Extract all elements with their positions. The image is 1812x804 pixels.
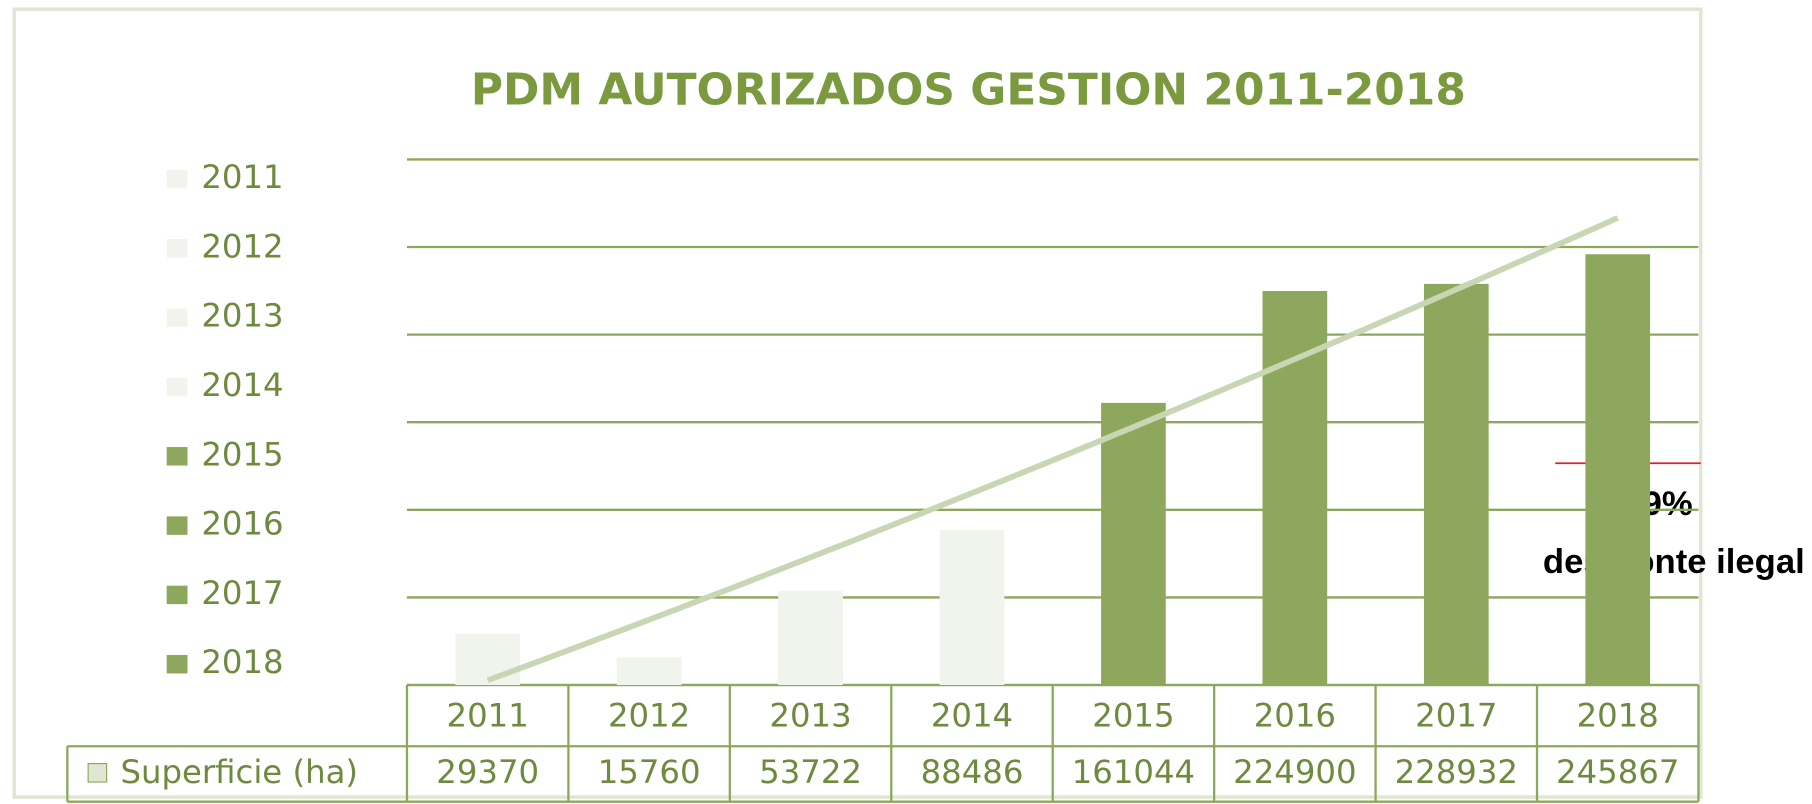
table-value: 88486 xyxy=(921,753,1024,791)
legend-swatch xyxy=(166,447,188,466)
trendline xyxy=(486,215,1619,684)
legend-label: 2013 xyxy=(201,297,283,335)
legend-swatch xyxy=(166,377,188,397)
legend-swatch xyxy=(166,169,188,189)
bar xyxy=(1423,283,1489,686)
x-tick-label: 2013 xyxy=(769,696,851,734)
row-label: Superficie (ha) xyxy=(120,753,358,791)
x-tick-label: 2018 xyxy=(1577,696,1659,734)
frame xyxy=(12,7,1703,799)
bar xyxy=(939,529,1005,686)
x-tick-label: 2015 xyxy=(1092,696,1174,734)
bar xyxy=(1585,254,1651,686)
legend-label: 2015 xyxy=(201,435,283,473)
legend-label: 2014 xyxy=(201,366,283,404)
table-value: 224900 xyxy=(1233,753,1356,791)
legend-swatch xyxy=(166,516,188,535)
table-value: 228932 xyxy=(1395,753,1518,791)
legend-swatch xyxy=(166,308,188,327)
bar xyxy=(455,633,521,686)
x-tick-label: 2011 xyxy=(447,696,529,734)
chart-title: PDM AUTORIZADOS GESTION 2011-2018 xyxy=(471,64,1466,115)
legend-swatch xyxy=(166,239,188,258)
table-value: 245867 xyxy=(1556,753,1679,791)
legend-label: 2016 xyxy=(201,505,283,543)
legend-label: 2011 xyxy=(201,158,283,196)
bar xyxy=(1101,402,1166,686)
x-tick-label: 2012 xyxy=(608,696,690,734)
table-value: 15760 xyxy=(598,753,701,791)
table-value: 53722 xyxy=(759,753,862,791)
table-value: 29370 xyxy=(436,753,539,791)
row-key xyxy=(87,762,108,783)
x-tick-label: 2014 xyxy=(931,696,1013,734)
annotation-text: desmonte ilegal xyxy=(1543,543,1805,581)
table-value: 161044 xyxy=(1072,753,1195,791)
x-tick-label: 2017 xyxy=(1415,696,1497,734)
legend-label: 2012 xyxy=(201,227,283,265)
bar xyxy=(616,657,682,686)
bar xyxy=(778,590,843,686)
legend-swatch xyxy=(166,654,188,674)
legend-swatch xyxy=(166,585,188,605)
x-tick-label: 2016 xyxy=(1254,696,1336,734)
legend-label: 2018 xyxy=(201,643,283,681)
legend-label: 2017 xyxy=(201,574,283,612)
